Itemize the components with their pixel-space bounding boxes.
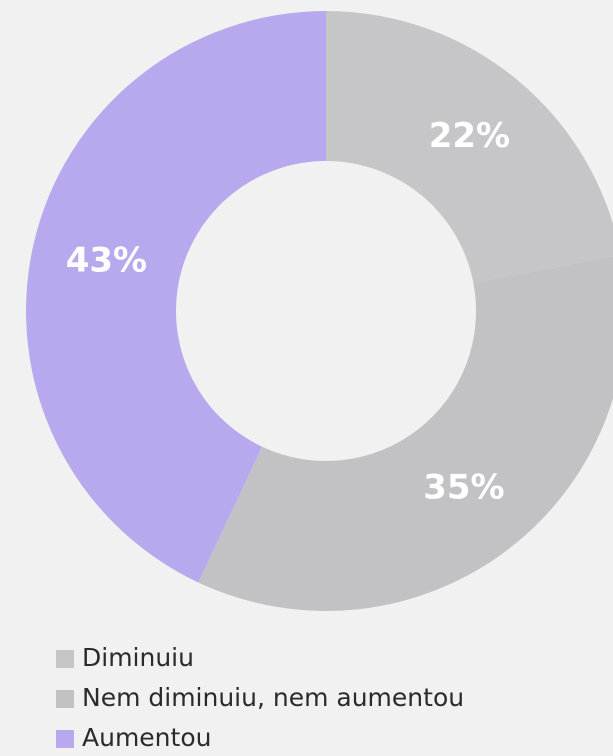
legend-label: Aumentou <box>82 723 211 752</box>
value-label: 43% <box>66 240 147 280</box>
legend-label: Diminuiu <box>82 643 194 672</box>
value-label: 35% <box>423 467 504 507</box>
legend-swatch <box>56 650 74 668</box>
value-label: 22% <box>429 116 510 156</box>
donut-slice <box>198 256 613 611</box>
legend-label: Nem diminuiu, nem aumentou <box>82 683 464 712</box>
donut-slice <box>326 11 613 283</box>
legend-swatch <box>56 690 74 708</box>
donut-slice <box>25 11 326 583</box>
legend-swatch <box>56 730 74 748</box>
